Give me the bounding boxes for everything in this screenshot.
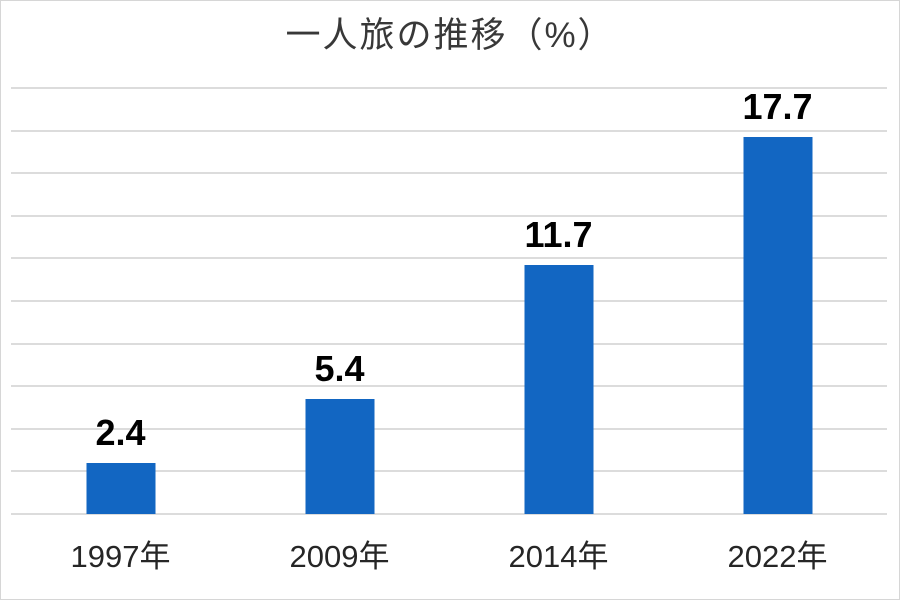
chart-title: 一人旅の推移（%） <box>285 16 615 55</box>
gridline <box>11 172 887 175</box>
plot-area: 2.4 5.4 11.7 17.7 <box>11 87 887 515</box>
bar-1997 <box>86 462 155 514</box>
bar-2009 <box>305 398 374 514</box>
bar-column: 17.7 <box>668 88 887 514</box>
bar-column: 2.4 <box>11 88 230 514</box>
x-axis-label: 2022年 <box>727 539 828 574</box>
data-label: 11.7 <box>524 213 593 255</box>
gridline <box>11 513 887 515</box>
gridline <box>11 257 887 260</box>
bar-column: 5.4 <box>230 88 449 514</box>
gridline <box>11 427 887 430</box>
gridline <box>11 214 887 217</box>
gridline <box>11 342 887 345</box>
data-label: 17.7 <box>742 86 813 127</box>
gridline <box>11 129 887 132</box>
data-label: 2.4 <box>95 411 146 453</box>
data-label: 5.4 <box>314 347 365 389</box>
gridline <box>11 470 887 473</box>
bars-container: 2.4 5.4 11.7 17.7 <box>11 88 887 514</box>
bar-2014 <box>524 264 593 514</box>
gridline <box>11 300 887 302</box>
x-axis-label: 1997年 <box>70 539 171 574</box>
x-axis-labels: 1997年 2009年 2014年 2022年 <box>11 514 887 599</box>
gridline <box>11 87 887 89</box>
x-axis-label: 2014年 <box>508 539 609 574</box>
bar-2022 <box>743 137 812 514</box>
bar-column: 11.7 <box>449 88 668 514</box>
x-axis-label: 2009年 <box>289 539 390 574</box>
gridline <box>11 385 887 388</box>
